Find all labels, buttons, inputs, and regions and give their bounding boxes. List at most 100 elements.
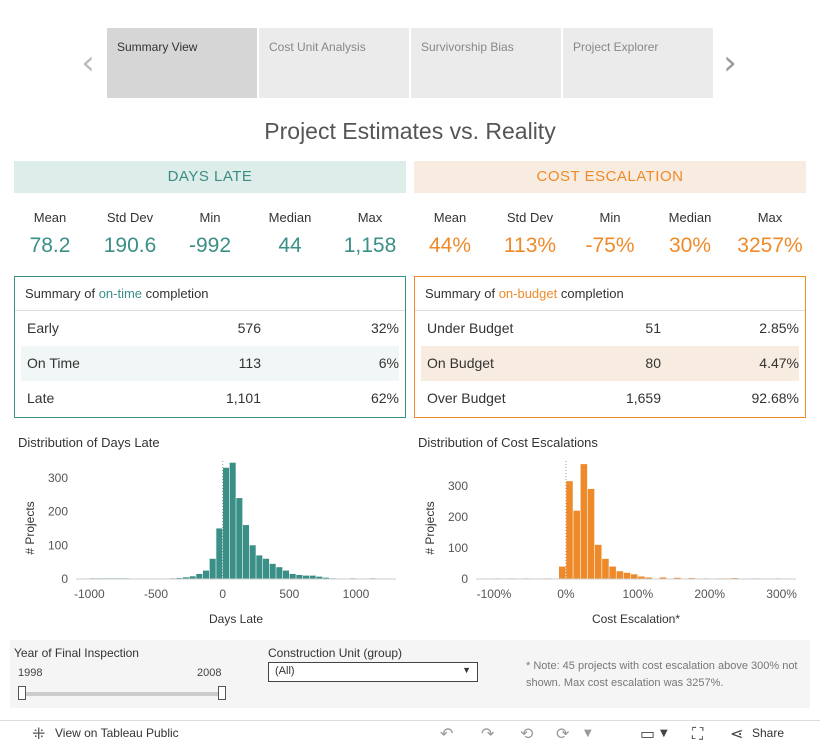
stat-min: Min -75% [570, 210, 650, 258]
histogram-bar [602, 558, 609, 579]
redo-icon[interactable]: ↷ [481, 724, 495, 743]
stat-label: Min [199, 210, 221, 225]
histogram-bar [638, 576, 645, 579]
table-row[interactable]: Over Budget 1,659 92.68% [421, 381, 799, 416]
stat-std-dev: Std Dev 190.6 [90, 210, 170, 258]
row-count: 80 [645, 355, 661, 371]
histogram-bar [216, 528, 223, 579]
share-button[interactable]: Share [752, 726, 785, 740]
stat-max: Max 3257% [730, 210, 810, 258]
days-late-stats: Mean 78.2 Std Dev 190.6 Min -992 Median 44 M… [10, 210, 410, 258]
footnote: * Note: 45 projects with cost escalation… [526, 660, 798, 689]
histogram-bar [289, 573, 296, 579]
stat-mean: Mean 78.2 [10, 210, 90, 258]
histogram-bar [202, 570, 210, 579]
histogram-bar [269, 563, 276, 579]
summary-heading: Summary of on-time completion [15, 277, 405, 311]
stat-std-dev: Std Dev 113% [490, 210, 570, 258]
stat-value: -992 [188, 234, 232, 257]
construction-unit-select[interactable]: (All) ▼ [268, 662, 478, 682]
x-tick-label: 100% [622, 587, 653, 601]
stat-label: Max [757, 210, 783, 225]
stat-label: Mean [33, 210, 67, 225]
story-tab-cost-unit-analysis[interactable]: Cost Unit Analysis [259, 28, 409, 98]
cost-escalation-histogram[interactable]: 0 100 200 300 -100% 0% 100% 200% 300% Cost Escala… [414, 455, 806, 633]
histogram-bar [645, 577, 652, 579]
cost-escalation-stats: Mean 44% Std Dev 113% Min -75% Median 30% Ma… [410, 210, 810, 258]
next-arrow-icon[interactable]: › [723, 43, 737, 83]
story-tab-project-explorer[interactable]: Project Explorer [563, 28, 713, 98]
histogram-bar [189, 576, 196, 579]
histogram-bar [229, 462, 236, 579]
histogram-bar [558, 566, 566, 579]
stat-median: Median 44 [250, 210, 330, 258]
stat-min: Min -992 [170, 210, 250, 258]
stat-value: -75% [585, 234, 635, 257]
table-row[interactable]: Late 1,101 62% [21, 381, 399, 416]
histogram-bar [573, 510, 580, 579]
x-tick-label: 200% [694, 587, 725, 601]
stat-label: Max [357, 210, 383, 225]
row-name: Early [27, 320, 59, 336]
refresh-dropdown-icon[interactable]: ▼ [584, 728, 592, 739]
year-filter-label: Year of Final Inspection [14, 646, 139, 660]
story-navigation: ‹ Summary View Cost Unit Analysis Surviv… [0, 28, 820, 98]
y-axis-label: # Projects [423, 501, 437, 554]
device-dropdown-icon[interactable]: ▼ [660, 728, 668, 739]
y-tick-label: 100 [448, 541, 468, 555]
stat-label: Min [599, 210, 621, 225]
summary-highlight: on-budget [498, 286, 558, 301]
row-name: On Time [27, 355, 80, 371]
device-preview-icon[interactable]: ▭ [640, 724, 656, 743]
on-budget-summary-table: Summary of on-budget completion Under Bu… [414, 276, 806, 418]
story-tab-summary-view[interactable]: Summary View [107, 28, 257, 98]
previous-arrow-icon[interactable]: ‹ [81, 43, 95, 83]
story-tab-survivorship-bias[interactable]: Survivorship Bias [411, 28, 561, 98]
year-slider-min-handle[interactable] [18, 686, 26, 700]
histogram-bar [222, 467, 230, 579]
histogram-bar [302, 575, 310, 579]
histogram-bar [236, 498, 243, 579]
stat-value: 3257% [737, 234, 803, 257]
row-count: 1,101 [225, 390, 261, 406]
y-tick-label: 300 [48, 471, 68, 485]
share-icon[interactable]: ⋖ [730, 724, 744, 743]
x-tick-label: 1000 [343, 587, 370, 601]
histogram-bar [623, 572, 631, 579]
table-row[interactable]: Early 576 32% [21, 311, 399, 346]
histogram-bar [594, 544, 602, 579]
summary-suffix: completion [142, 286, 209, 301]
stat-label: Median [268, 210, 312, 225]
stat-value: 44% [428, 234, 472, 257]
stat-value: 1,158 [343, 234, 397, 257]
row-count: 113 [238, 355, 261, 371]
stat-value: 30% [668, 234, 712, 257]
summary-suffix: completion [557, 286, 624, 301]
row-count: 576 [237, 320, 261, 336]
view-on-tableau-link[interactable]: View on Tableau Public [55, 726, 179, 740]
undo-icon[interactable]: ↶ [440, 724, 454, 743]
table-row[interactable]: Under Budget 51 2.85% [421, 311, 799, 346]
row-name: On Budget [427, 355, 494, 371]
histogram-bar [659, 577, 667, 579]
histogram-bar [674, 577, 681, 579]
x-axis-label: Cost Escalation* [592, 612, 680, 626]
days-late-histogram[interactable]: 0 100 200 300 -1000 -500 0 500 1000 Days Late # Pr… [14, 455, 406, 633]
histogram-bar [209, 558, 216, 579]
stat-value: 44 [278, 234, 302, 257]
table-row[interactable]: On Time 113 6% [21, 346, 399, 381]
x-tick-label: 300% [766, 587, 797, 601]
refresh-icon[interactable]: ⟳ [556, 724, 570, 743]
histogram-bar [309, 575, 316, 579]
x-tick-label: -100% [477, 587, 512, 601]
on-time-summary-table: Summary of on-time completion Early 576 32… [14, 276, 406, 418]
stat-label: Std Dev [506, 210, 554, 225]
table-row[interactable]: On Budget 80 4.47% [421, 346, 799, 381]
year-slider-track[interactable] [22, 692, 222, 696]
year-slider-max-handle[interactable] [218, 686, 226, 700]
row-percent: 2.85% [759, 320, 799, 336]
summary-highlight: on-time [98, 286, 143, 301]
fullscreen-icon[interactable]: ⛶ [692, 724, 704, 743]
revert-icon[interactable]: ⟲ [520, 724, 534, 743]
histogram-bar [276, 567, 283, 579]
